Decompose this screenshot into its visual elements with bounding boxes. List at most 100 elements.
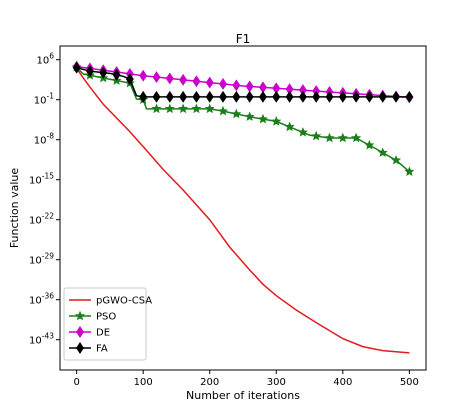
legend: pGWO-CSA PSO DE FA [63,287,152,361]
data-point-pso [364,139,375,150]
y-tick-label: 10-8 [34,132,54,147]
y-tick-label: 10-36 [29,292,54,307]
data-point-pso [151,103,162,114]
data-point-pso [311,130,322,141]
legend-label: DE [96,328,110,339]
legend-label: pGWO-CSA [96,296,152,307]
data-point-pso [404,166,415,177]
data-point-fa [325,90,334,103]
data-point-de [165,72,174,85]
y-tick-base: 10 [29,256,42,267]
data-point-de [139,69,148,82]
y-axis-label: Function value [8,168,21,249]
data-point-fa [112,68,121,81]
y-tick-base: 10 [36,56,49,67]
data-point-pso [244,111,255,121]
x-tick-label: 400 [333,377,352,388]
data-point-fa [405,90,414,103]
data-point-pso [231,108,242,119]
x-tick-label: 0 [73,377,79,388]
data-point-fa [232,90,241,103]
y-tick-base: 10 [29,336,42,347]
series-pso [71,61,415,177]
y-tick-base: 10 [34,136,47,147]
data-point-pso [218,105,229,116]
y-tick-label: 10-43 [29,332,54,347]
data-point-fa [99,66,108,79]
data-point-pso [377,147,388,157]
data-point-fa [139,90,148,103]
y-tick-exponent: -36 [42,292,54,301]
data-point-pso [257,113,268,124]
data-point-pso [204,103,215,114]
legend-box [63,287,147,361]
data-point-fa [352,90,361,103]
data-point-de [205,76,214,89]
data-point-fa [72,61,81,74]
y-tick-base: 10 [29,216,42,227]
data-point-fa [245,90,254,103]
data-point-pso [351,132,362,143]
x-tick-label: 100 [134,377,153,388]
legend-item-de: DE [69,326,110,339]
x-tick-label: 500 [400,377,419,388]
y-tick-exponent: -43 [42,332,54,341]
data-point-pso [284,121,295,132]
data-point-de [219,78,227,90]
y-tick-label: 106 [36,52,54,67]
y-tick-exponent: -15 [42,172,54,181]
data-point-fa [179,90,188,103]
y-tick-base: 10 [34,96,47,107]
data-point-pso [164,103,175,114]
series-pgwo-csa [75,67,410,354]
data-point-de [152,71,161,84]
data-point-fa [298,90,307,103]
data-point-fa [192,90,201,103]
y-tick-exponent: -29 [42,252,54,261]
data-point-pso [297,127,308,137]
chart-title: F1 [236,32,251,46]
data-point-de [179,73,188,86]
ticks-layer: 0 100 200 300 400 50010610-110-810-1510-2210-… [29,52,419,388]
series-line-pgwo-csa [75,67,410,354]
data-point-fa [125,73,134,86]
y-tick-base: 10 [29,296,42,307]
data-point-fa [219,90,227,103]
data-point-fa [378,90,387,103]
x-tick-label: 200 [200,377,219,388]
data-point-fa [259,90,267,103]
data-point-de [245,80,254,93]
data-point-fa [165,90,174,103]
data-point-fa [338,90,347,103]
y-tick-label: 10-29 [29,252,54,267]
data-point-pso [178,103,189,114]
data-point-fa [205,90,214,103]
data-point-fa [285,90,294,103]
legend-item-pgwo-csa: pGWO-CSA [69,296,152,307]
y-tick-exponent: -22 [42,212,54,221]
data-point-fa [365,90,374,103]
data-point-pso [391,155,402,165]
x-axis-label: Number of iterations [186,389,300,402]
series-layer [71,60,415,354]
data-point-de [192,75,201,88]
series-fa [72,61,414,103]
legend-marker [76,326,84,338]
data-point-fa [85,65,94,78]
plot-frame [59,45,427,371]
legend-label: FA [96,344,108,355]
y-tick-exponent: -8 [47,132,55,141]
data-point-fa [392,90,401,103]
data-point-pso [337,132,348,143]
y-tick-label: 10-22 [29,212,54,227]
y-tick-label: 10-1 [34,92,54,107]
legend-item-pso: PSO [69,310,116,323]
data-point-pso [191,103,202,114]
data-point-fa [312,90,321,103]
legend-marker [74,310,86,321]
y-tick-exponent: -1 [47,92,55,101]
data-point-pso [324,132,335,143]
y-tick-base: 10 [29,176,42,187]
data-point-de [232,79,241,92]
